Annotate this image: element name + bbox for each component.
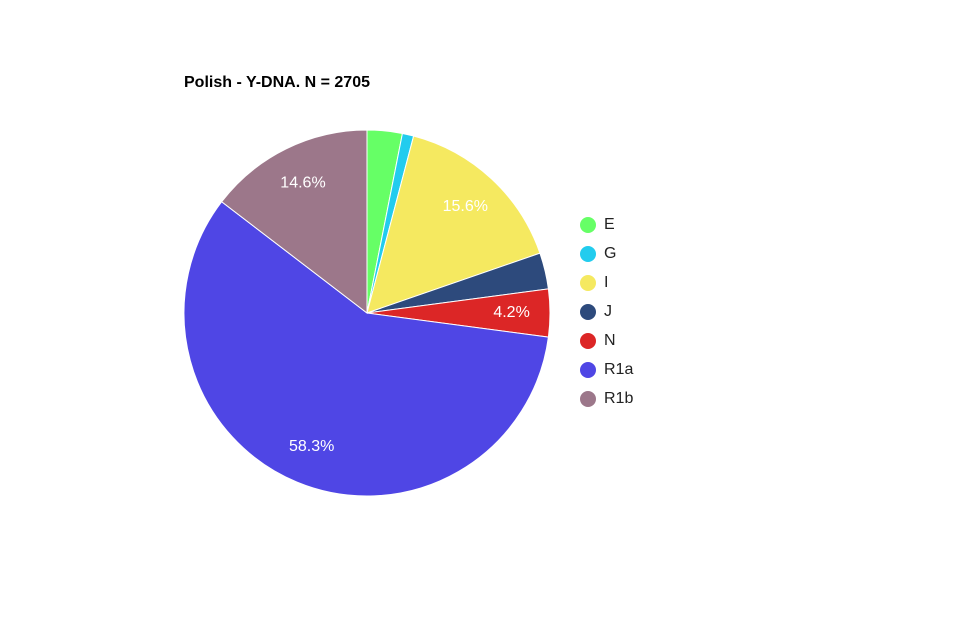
pie-slice xyxy=(183,201,549,497)
pie-slice xyxy=(366,135,541,314)
chart-title: Polish - Y-DNA. N = 2705 xyxy=(184,74,370,91)
legend-marker xyxy=(580,333,596,349)
legend-marker xyxy=(580,362,596,378)
slice-label: 4.2% xyxy=(493,304,529,321)
legend-marker xyxy=(580,246,596,262)
legend-marker xyxy=(580,304,596,320)
legend-label: J xyxy=(604,303,612,320)
pie-slice xyxy=(220,129,368,315)
slice-label: 58.3% xyxy=(289,438,334,455)
legend-label: I xyxy=(604,274,608,291)
legend-marker xyxy=(580,275,596,291)
legend-label: R1b xyxy=(604,390,633,407)
legend-marker xyxy=(580,217,596,233)
slice-label: 14.6% xyxy=(280,175,325,192)
legend-label: G xyxy=(604,245,616,262)
legend-label: E xyxy=(604,216,615,233)
legend-marker xyxy=(580,391,596,407)
legend-label: R1a xyxy=(604,361,633,378)
legend-label: N xyxy=(604,332,616,349)
slice-label: 15.6% xyxy=(443,198,488,215)
